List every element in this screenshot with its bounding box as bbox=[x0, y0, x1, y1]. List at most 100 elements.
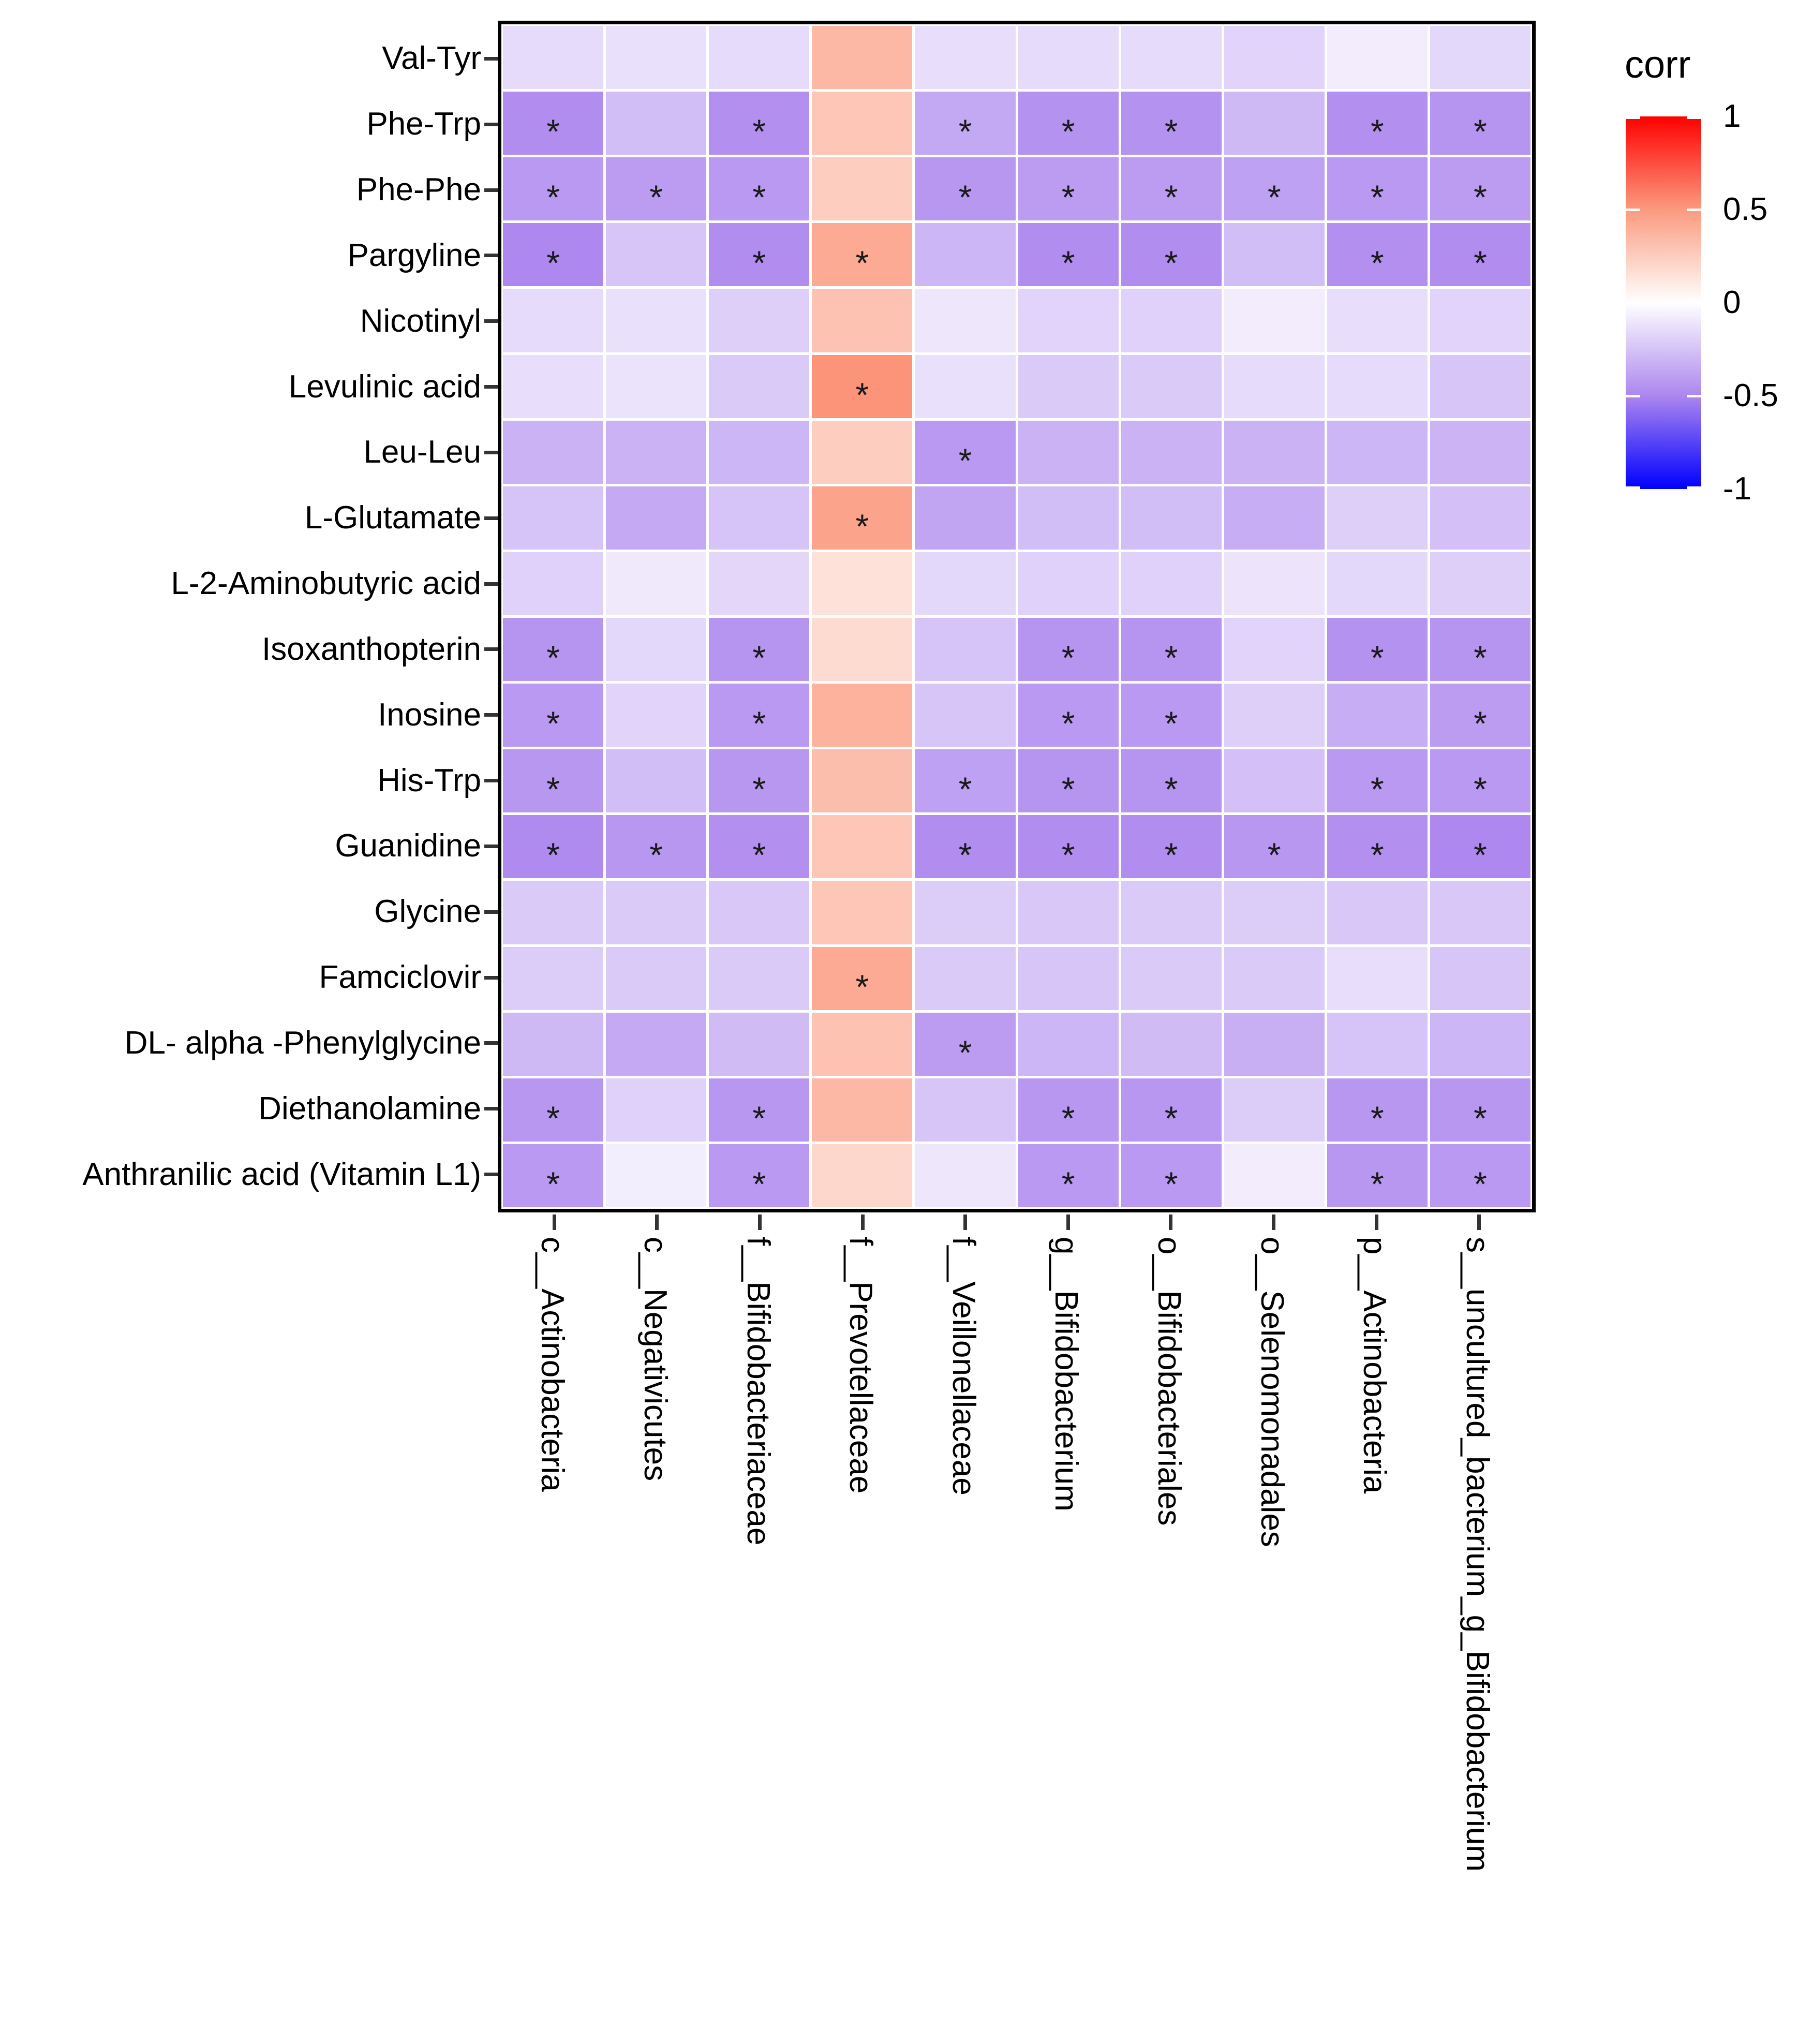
heatmap-cell: * bbox=[915, 749, 1016, 813]
x-axis-tick bbox=[1374, 1214, 1378, 1230]
significance-star: * bbox=[1474, 112, 1487, 151]
significance-star: * bbox=[1164, 178, 1178, 217]
heatmap-cell: * bbox=[1327, 1144, 1428, 1207]
significance-star: * bbox=[546, 1099, 560, 1137]
heatmap-cell: * bbox=[1327, 618, 1428, 682]
legend-tick-dash bbox=[1626, 486, 1640, 489]
heatmap-cell bbox=[812, 815, 913, 879]
heatmap-cell: * bbox=[709, 749, 810, 813]
heatmap-cell bbox=[915, 1078, 1016, 1142]
y-axis-label: Famciclovir bbox=[319, 959, 481, 996]
legend-tick-dash bbox=[1687, 208, 1701, 211]
heatmap-cell bbox=[1224, 289, 1325, 352]
significance-star: * bbox=[1371, 1164, 1384, 1203]
legend-tick-dash bbox=[1626, 394, 1640, 397]
heatmap-cell: * bbox=[1018, 618, 1119, 682]
legend-tick-dash bbox=[1687, 301, 1701, 304]
heatmap-cell: * bbox=[1430, 749, 1530, 813]
heatmap-cell: * bbox=[915, 157, 1016, 221]
significance-star: * bbox=[1061, 770, 1075, 809]
significance-star: * bbox=[1474, 244, 1487, 283]
significance-star: * bbox=[1061, 639, 1075, 677]
heatmap-cell: * bbox=[709, 684, 810, 747]
significance-star: * bbox=[1371, 244, 1384, 283]
heatmap-cell bbox=[1327, 684, 1428, 747]
heatmap-cell: * bbox=[1121, 92, 1222, 155]
significance-star: * bbox=[752, 704, 766, 743]
y-axis-tick bbox=[484, 1173, 498, 1177]
heatmap-cell bbox=[1018, 1012, 1119, 1076]
x-axis-tick bbox=[552, 1214, 556, 1230]
heatmap-cell bbox=[1018, 420, 1119, 484]
heatmap-cell bbox=[1430, 354, 1530, 418]
heatmap-cell bbox=[812, 289, 913, 352]
significance-star: * bbox=[1474, 1099, 1487, 1137]
heatmap-cell bbox=[503, 486, 604, 550]
heatmap-cell: * bbox=[915, 1012, 1016, 1076]
heatmap-cell bbox=[915, 684, 1016, 747]
heatmap-cell bbox=[1121, 289, 1222, 352]
y-axis-label: Anthranilic acid (Vitamin L1) bbox=[82, 1156, 481, 1192]
heatmap-cell bbox=[1224, 354, 1325, 418]
heatmap-cell: * bbox=[1121, 1078, 1222, 1142]
heatmap-cell bbox=[709, 26, 810, 90]
heatmap-cell bbox=[1018, 354, 1119, 418]
y-axis-tick bbox=[484, 844, 498, 848]
significance-star: * bbox=[752, 1099, 766, 1137]
y-axis-tick bbox=[484, 1107, 498, 1111]
significance-star: * bbox=[855, 967, 869, 1006]
significance-star: * bbox=[1164, 1164, 1178, 1203]
significance-star: * bbox=[1061, 836, 1075, 875]
heatmap-cell bbox=[812, 157, 913, 221]
heatmap-cell bbox=[1224, 618, 1325, 682]
y-axis-label: Inosine bbox=[378, 697, 481, 733]
y-axis-label: Isoxanthopterin bbox=[262, 631, 481, 667]
legend-tick-label: 0.5 bbox=[1723, 191, 1768, 227]
heatmap-cell: * bbox=[606, 157, 707, 221]
heatmap-cell: * bbox=[812, 486, 913, 550]
significance-star: * bbox=[752, 178, 766, 217]
heatmap-cell: * bbox=[503, 1078, 604, 1142]
heatmap-cell bbox=[1224, 223, 1325, 287]
significance-star: * bbox=[1474, 639, 1487, 677]
heatmap-cell: * bbox=[709, 815, 810, 879]
x-axis-tick bbox=[963, 1214, 968, 1230]
heatmap-cell bbox=[1224, 1078, 1325, 1142]
significance-star: * bbox=[752, 836, 766, 875]
heatmap-cell: * bbox=[1430, 92, 1530, 155]
heatmap-cell: * bbox=[709, 223, 810, 287]
heatmap-cell: * bbox=[1327, 157, 1428, 221]
heatmap-cell bbox=[812, 92, 913, 155]
heatmap-cell: * bbox=[606, 815, 707, 879]
heatmap-cell bbox=[606, 289, 707, 352]
y-axis-tick bbox=[484, 450, 498, 454]
heatmap-cell bbox=[606, 92, 707, 155]
heatmap-cell bbox=[503, 420, 604, 484]
heatmap-cell bbox=[709, 881, 810, 944]
heatmap-cell bbox=[709, 420, 810, 484]
heatmap-cell: * bbox=[1327, 1078, 1428, 1142]
heatmap-cell bbox=[1121, 486, 1222, 550]
heatmap-cell bbox=[606, 946, 707, 1010]
significance-star: * bbox=[1371, 639, 1384, 677]
heatmap-cell bbox=[915, 552, 1016, 615]
significance-star: * bbox=[649, 836, 663, 875]
y-axis-tick bbox=[484, 319, 498, 323]
significance-star: * bbox=[958, 112, 972, 151]
y-axis-tick bbox=[484, 975, 498, 980]
x-axis-tick bbox=[1477, 1214, 1481, 1230]
significance-star: * bbox=[649, 178, 663, 217]
heatmap-cell bbox=[1018, 289, 1119, 352]
heatmap-cell bbox=[1430, 289, 1530, 352]
significance-star: * bbox=[752, 639, 766, 677]
significance-star: * bbox=[1164, 836, 1178, 875]
heatmap-cell bbox=[503, 26, 604, 90]
heatmap-cell: * bbox=[915, 92, 1016, 155]
y-axis-tick bbox=[484, 56, 498, 61]
heatmap-cell: * bbox=[1430, 815, 1530, 879]
heatmap-cell: * bbox=[503, 749, 604, 813]
heatmap-cell bbox=[1018, 552, 1119, 615]
y-axis-label: Glycine bbox=[374, 894, 481, 930]
significance-star: * bbox=[546, 639, 560, 677]
heatmap-cell bbox=[1224, 946, 1325, 1010]
